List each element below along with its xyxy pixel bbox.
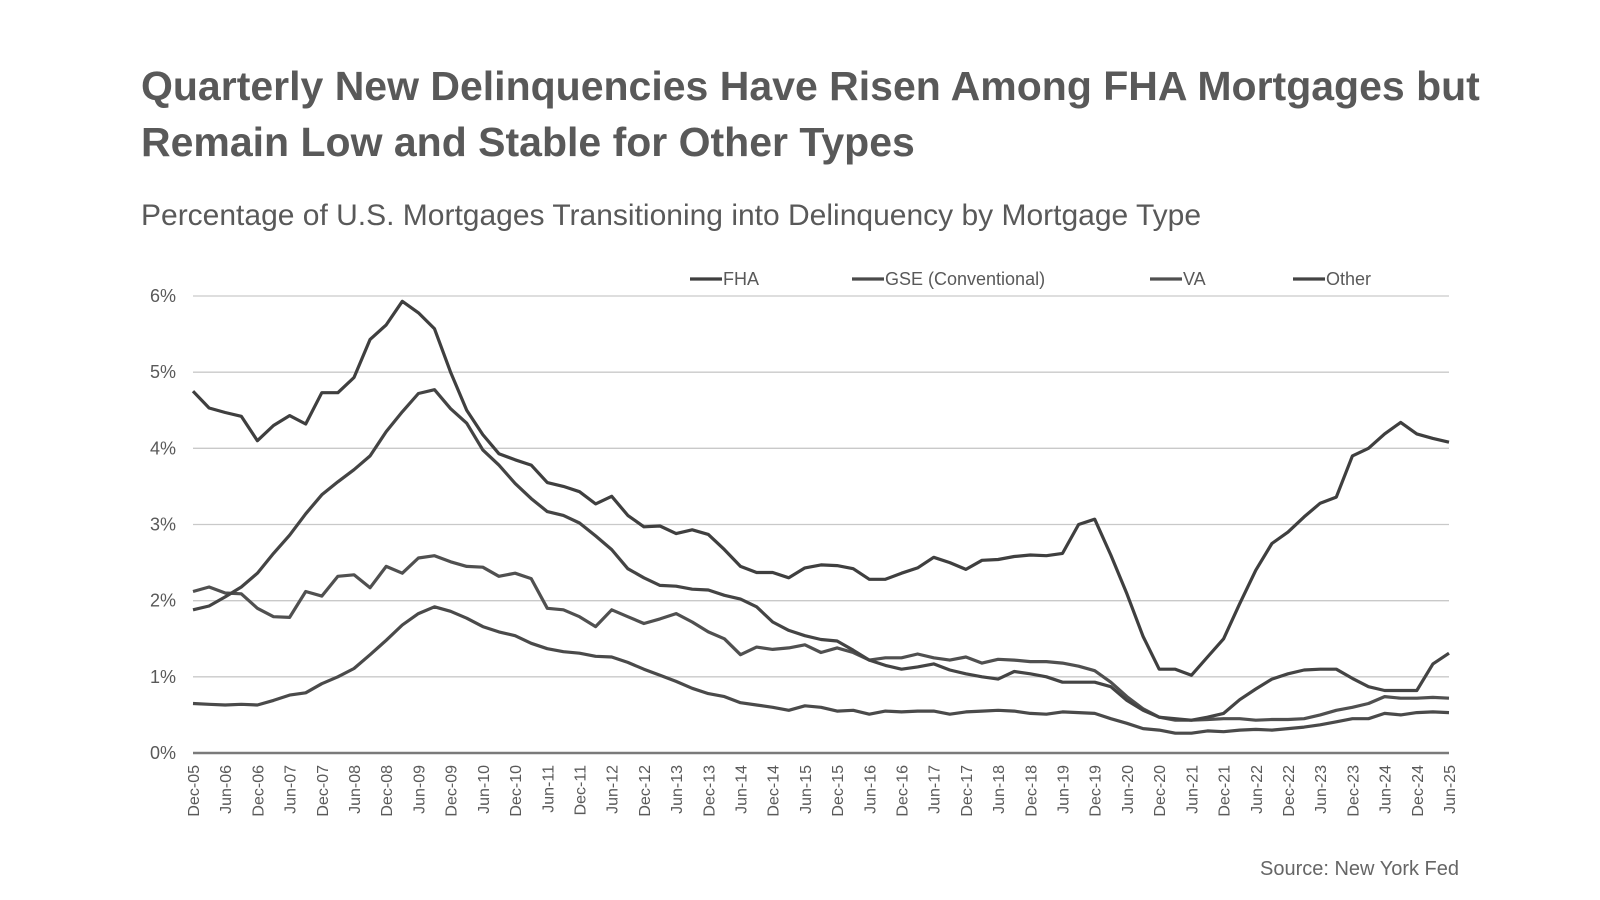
x-tick-label: Jun-13 — [669, 765, 686, 814]
x-tick-label: Jun-23 — [1313, 765, 1330, 814]
x-tick-label: Dec-11 — [572, 765, 589, 815]
x-tick-label: Dec-06 — [250, 765, 267, 817]
legend-item: FHA — [690, 269, 759, 289]
legend-label: FHA — [723, 269, 759, 289]
y-tick-label: 4% — [150, 438, 176, 458]
x-tick-label: Dec-14 — [766, 765, 783, 817]
x-tick-label: Jun-17 — [927, 765, 944, 814]
x-tick-label: Dec-05 — [186, 765, 203, 817]
x-tick-label: Dec-15 — [830, 765, 847, 817]
legend-label: Other — [1326, 269, 1371, 289]
x-tick-label: Jun-20 — [1120, 765, 1137, 814]
legend-label: VA — [1183, 269, 1206, 289]
series-line-other — [192, 388, 1450, 722]
y-axis-ticks: 0% 1% 2% 3% 4% 5% 6% — [150, 286, 176, 763]
y-tick-label: 2% — [150, 591, 176, 611]
x-tick-label: Jun-08 — [347, 765, 364, 814]
x-tick-label: Dec-08 — [379, 765, 396, 817]
x-axis-ticks: Dec-05 Jun-06 Dec-06 Jun-07 Dec-07 Jun-08 Dec-… — [186, 765, 1459, 817]
y-tick-label: 0% — [150, 743, 176, 763]
y-tick-label: 6% — [150, 286, 176, 306]
x-tick-label: Jun-10 — [476, 765, 493, 814]
x-tick-label: Dec-12 — [637, 765, 654, 817]
y-tick-label: 1% — [150, 667, 176, 687]
x-tick-label: Dec-09 — [444, 765, 461, 817]
legend: FHA GSE (Conventional) VA Other — [690, 269, 1371, 289]
legend-item: GSE (Conventional) — [852, 269, 1045, 289]
chart-title: Quarterly New Delinquencies Have Risen A… — [141, 63, 1480, 165]
x-tick-label: Jun-22 — [1249, 765, 1266, 814]
x-tick-label: Dec-24 — [1410, 765, 1427, 817]
x-tick-label: Dec-10 — [508, 765, 525, 817]
legend-item: VA — [1150, 269, 1206, 289]
y-tick-label: 3% — [150, 515, 176, 535]
source-note: Source: New York Fed — [1260, 858, 1459, 880]
x-tick-label: Dec-16 — [895, 765, 912, 817]
x-tick-label: Dec-22 — [1281, 765, 1298, 817]
series-line-gse-conventional — [192, 605, 1450, 735]
x-tick-label: Dec-21 — [1217, 765, 1234, 817]
x-tick-label: Dec-17 — [959, 765, 976, 817]
legend-label: GSE (Conventional) — [885, 269, 1045, 289]
y-tick-label: 5% — [150, 362, 176, 382]
x-tick-label: Jun-18 — [991, 765, 1008, 814]
series-line-va — [192, 554, 1450, 722]
series-line-fha — [191, 299, 1450, 677]
x-tick-label: Jun-07 — [283, 765, 300, 814]
x-tick-label: Jun-14 — [733, 765, 750, 814]
x-tick-label: Jun-21 — [1184, 765, 1201, 814]
x-tick-label: Dec-20 — [1152, 765, 1169, 817]
chart-subtitle: Percentage of U.S. Mortgages Transitioni… — [141, 199, 1202, 232]
x-tick-label: Dec-23 — [1345, 765, 1362, 817]
x-tick-label: Jun-25 — [1442, 765, 1459, 814]
x-tick-label: Jun-15 — [798, 765, 815, 814]
gridlines — [193, 295, 1449, 755]
x-tick-label: Jun-24 — [1378, 765, 1395, 814]
x-tick-label: Jun-11 — [540, 765, 557, 813]
series-lines — [191, 299, 1450, 735]
x-tick-label: Dec-07 — [315, 765, 332, 817]
x-tick-label: Jun-06 — [218, 765, 235, 814]
x-tick-label: Dec-19 — [1088, 765, 1105, 817]
x-tick-label: Dec-18 — [1023, 765, 1040, 817]
x-tick-label: Jun-19 — [1056, 765, 1073, 814]
x-tick-label: Jun-12 — [605, 765, 622, 814]
x-tick-label: Jun-09 — [411, 765, 428, 814]
x-tick-label: Dec-13 — [701, 765, 718, 817]
x-tick-label: Jun-16 — [862, 765, 879, 814]
legend-item: Other — [1293, 269, 1371, 289]
